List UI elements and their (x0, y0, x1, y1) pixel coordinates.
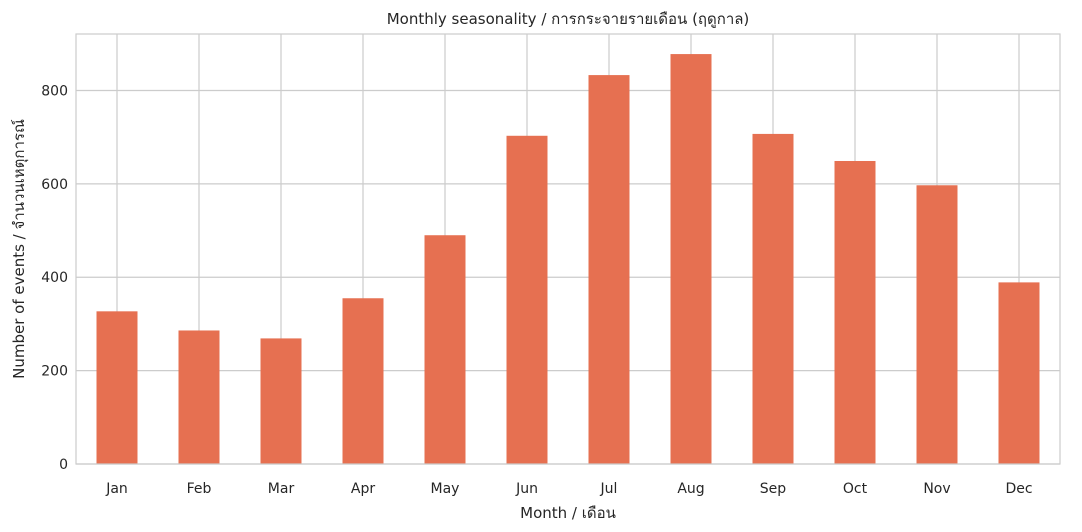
grid-lines (76, 34, 1060, 465)
x-tick-label-aug: Aug (677, 481, 704, 497)
bar-apr (342, 298, 384, 464)
chart-title: Monthly seasonality / การกระจายรายเดือน … (387, 10, 750, 28)
x-tick-label-apr: Apr (351, 481, 375, 497)
y-tick-label: 600 (41, 177, 68, 193)
x-tick-label-may: May (431, 481, 460, 497)
bar-feb (178, 330, 220, 464)
x-tick-labels: Jan Feb Mar Apr May Jun Jul Aug Sep Oct Nov Dec (105, 481, 1032, 497)
y-tick-labels: 0 200 400 600 800 (41, 83, 68, 473)
x-tick-label-nov: Nov (923, 481, 950, 497)
x-tick-label-jun: Jun (515, 481, 538, 497)
y-tick-label: 800 (41, 83, 68, 99)
y-tick-label: 200 (41, 364, 68, 380)
x-tick-label-dec: Dec (1005, 481, 1032, 497)
bars (96, 54, 1040, 465)
bar-jun (506, 135, 548, 464)
y-tick-label: 400 (41, 270, 68, 286)
x-tick-label-sep: Sep (760, 481, 787, 497)
x-tick-label-oct: Oct (843, 481, 868, 497)
bar-jan (96, 311, 138, 464)
bar-nov (916, 185, 958, 464)
x-tick-label-jul: Jul (600, 481, 618, 497)
bar-mar (260, 338, 302, 464)
y-axis-label: Number of events / จำนวนเหตุการณ์ (10, 119, 29, 379)
x-tick-label-mar: Mar (268, 481, 295, 497)
x-tick-label-jan: Jan (105, 481, 128, 497)
bar-aug (670, 54, 712, 465)
plot-frame (75, 33, 1061, 465)
bar-may (424, 235, 466, 464)
bar-sep (752, 133, 794, 464)
x-tick-label-feb: Feb (187, 481, 212, 497)
x-axis-label: Month / เดือน (520, 504, 616, 522)
y-tick-label: 0 (59, 457, 68, 473)
bar-dec (998, 282, 1040, 464)
bar-oct (834, 160, 876, 464)
bar-jul (588, 75, 630, 464)
